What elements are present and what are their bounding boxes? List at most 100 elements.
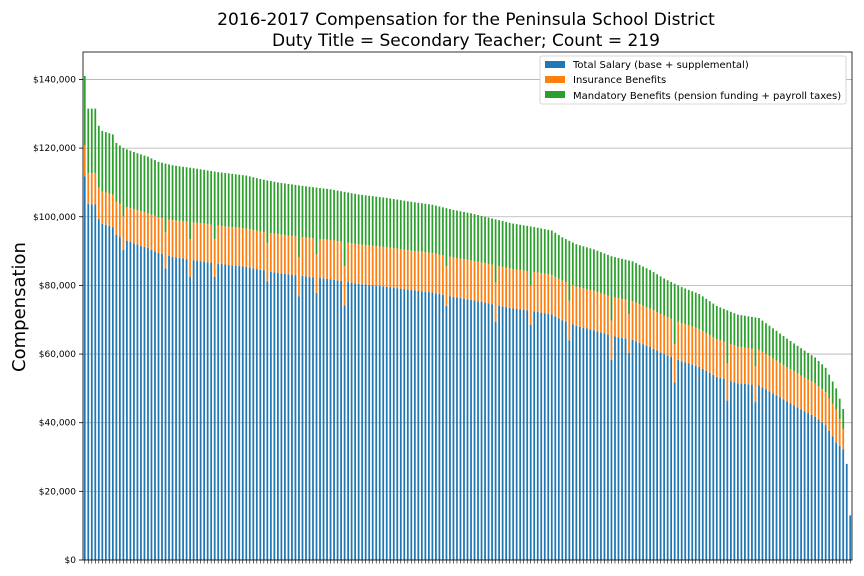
salary-bar — [375, 285, 378, 560]
insurance-bar — [498, 266, 500, 306]
salary-bar — [343, 305, 346, 560]
mandatory-bar — [607, 254, 609, 296]
salary-bar — [817, 419, 820, 560]
mandatory-bar — [456, 210, 458, 258]
salary-bar — [87, 204, 90, 561]
salary-bar — [694, 365, 697, 560]
insurance-bar — [227, 226, 230, 265]
insurance-bar — [298, 257, 300, 297]
mandatory-bar — [277, 182, 279, 235]
insurance-bar — [508, 268, 511, 308]
insurance-bar — [399, 249, 402, 289]
salary-bar — [389, 287, 392, 560]
insurance-bar — [814, 383, 817, 417]
insurance-bar — [529, 285, 532, 325]
insurance-bar — [810, 381, 813, 415]
insurance-bar — [262, 231, 265, 271]
salary-bar — [589, 329, 592, 560]
insurance-bar — [800, 375, 802, 410]
insurance-bar — [403, 249, 406, 290]
mandatory-bar — [354, 193, 357, 244]
insurance-bar — [392, 248, 395, 288]
salary-bar — [684, 362, 687, 560]
mandatory-bar — [719, 307, 722, 341]
insurance-bar — [663, 315, 666, 355]
mandatory-bar — [610, 256, 613, 321]
insurance-bar — [259, 231, 262, 270]
salary-bar — [154, 251, 156, 560]
salary-bar — [333, 279, 335, 560]
salary-bar — [835, 442, 838, 560]
insurance-bar — [364, 245, 367, 285]
insurance-bar — [375, 246, 378, 286]
salary-bar — [392, 287, 395, 560]
mandatory-bar — [157, 161, 160, 218]
insurance-bar — [635, 302, 637, 342]
salary-bar — [793, 405, 795, 560]
bars — [83, 76, 852, 561]
mandatory-bar — [333, 189, 335, 241]
salary-bar — [164, 268, 167, 560]
mandatory-bar — [821, 364, 824, 390]
salary-bar — [90, 204, 93, 560]
salary-bar — [361, 284, 364, 560]
insurance-bar — [456, 258, 458, 298]
salary-bar — [705, 370, 708, 560]
salary-bar — [765, 389, 767, 560]
salary-bar — [498, 305, 500, 560]
insurance-bar — [248, 229, 251, 268]
mandatory-bar — [554, 232, 557, 277]
insurance-bar — [543, 273, 546, 314]
mandatory-bar — [508, 222, 511, 269]
insurance-bar — [480, 262, 483, 302]
insurance-bar — [182, 221, 184, 259]
insurance-bar — [417, 251, 420, 291]
insurance-bar — [786, 367, 788, 402]
insurance-bar — [631, 301, 634, 340]
salary-bar — [357, 283, 360, 560]
insurance-bar — [217, 225, 220, 264]
insurance-bar — [175, 220, 177, 258]
mandatory-bar — [378, 197, 381, 247]
insurance-bar — [779, 362, 781, 398]
salary-bar — [638, 342, 641, 560]
mandatory-bar — [126, 149, 128, 208]
legend-box — [539, 55, 847, 105]
mandatory-bar — [147, 156, 149, 214]
salary-bar — [147, 248, 149, 561]
mandatory-bar — [357, 194, 360, 245]
salary-bar — [431, 292, 434, 560]
insurance-bar — [652, 310, 655, 349]
salary-bar — [719, 377, 722, 560]
salary-bar — [677, 359, 680, 560]
mandatory-bar — [557, 235, 560, 279]
mandatory-bar — [248, 176, 251, 230]
insurance-bar — [571, 285, 574, 325]
insurance-bar — [642, 305, 644, 345]
insurance-bar — [118, 203, 121, 238]
mandatory-bar — [807, 352, 809, 380]
mandatory-bar — [329, 189, 332, 241]
insurance-bar — [238, 227, 241, 267]
salary-bar — [122, 249, 125, 560]
insurance-bar — [526, 270, 529, 311]
insurance-bar — [210, 224, 213, 263]
salary-bar — [315, 293, 318, 560]
salary-bar — [284, 273, 286, 560]
mandatory-bar — [196, 168, 198, 223]
salary-bar — [807, 413, 809, 560]
salary-bar — [168, 255, 170, 560]
insurance-bar — [126, 207, 128, 241]
salary-bar — [624, 338, 627, 560]
mandatory-bar — [164, 163, 167, 233]
insurance-bar — [751, 348, 753, 385]
insurance-bar — [782, 365, 785, 400]
salary-bar — [782, 399, 785, 560]
mandatory-bar — [445, 208, 448, 267]
mandatory-bar — [635, 263, 637, 303]
mandatory-bar — [761, 320, 764, 352]
salary-bar — [101, 223, 104, 561]
salary-bar — [410, 290, 413, 560]
salary-bar — [115, 234, 118, 560]
mandatory-bar — [129, 150, 132, 209]
